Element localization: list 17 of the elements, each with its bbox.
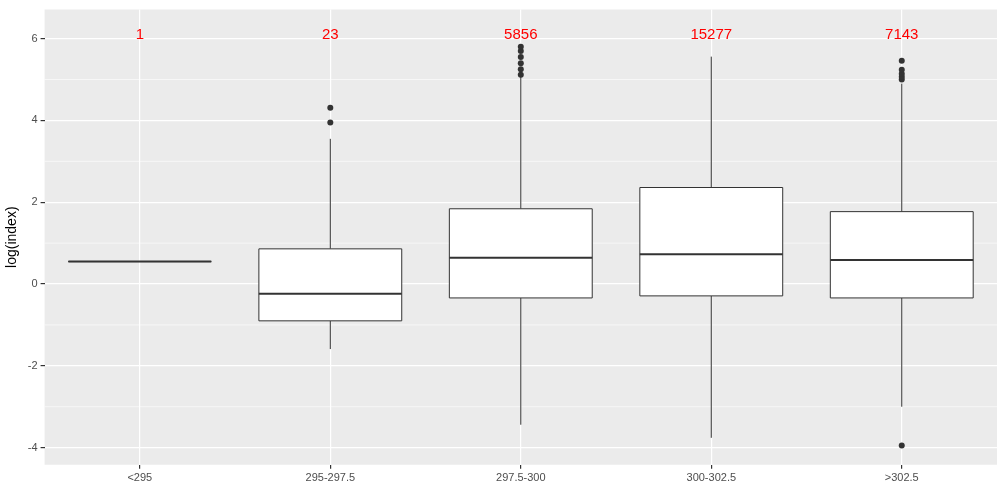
- y-tick-label: 2: [31, 195, 38, 208]
- y-axis-title: log(index): [3, 206, 20, 268]
- annotation: 23: [321, 24, 339, 42]
- annotation: 15277: [690, 24, 733, 42]
- y-tick-label: 0: [31, 277, 38, 290]
- x-tick-label: 295-297.5: [305, 471, 356, 484]
- y-tick-label: 4: [31, 113, 38, 126]
- y-tick-label: -2: [27, 358, 38, 371]
- annotation: 5856: [504, 24, 538, 42]
- x-tick-label: 297.5-300: [496, 471, 546, 484]
- x-tick-label: 300-302.5: [686, 471, 737, 484]
- annotation: 7143: [885, 24, 919, 42]
- x-tick-label: >302.5: [884, 471, 919, 484]
- y-tick-label: 6: [31, 31, 38, 44]
- x-tick-label: <295: [127, 471, 153, 484]
- y-tick-label: -4: [27, 440, 38, 453]
- annotation: 1: [135, 24, 144, 42]
